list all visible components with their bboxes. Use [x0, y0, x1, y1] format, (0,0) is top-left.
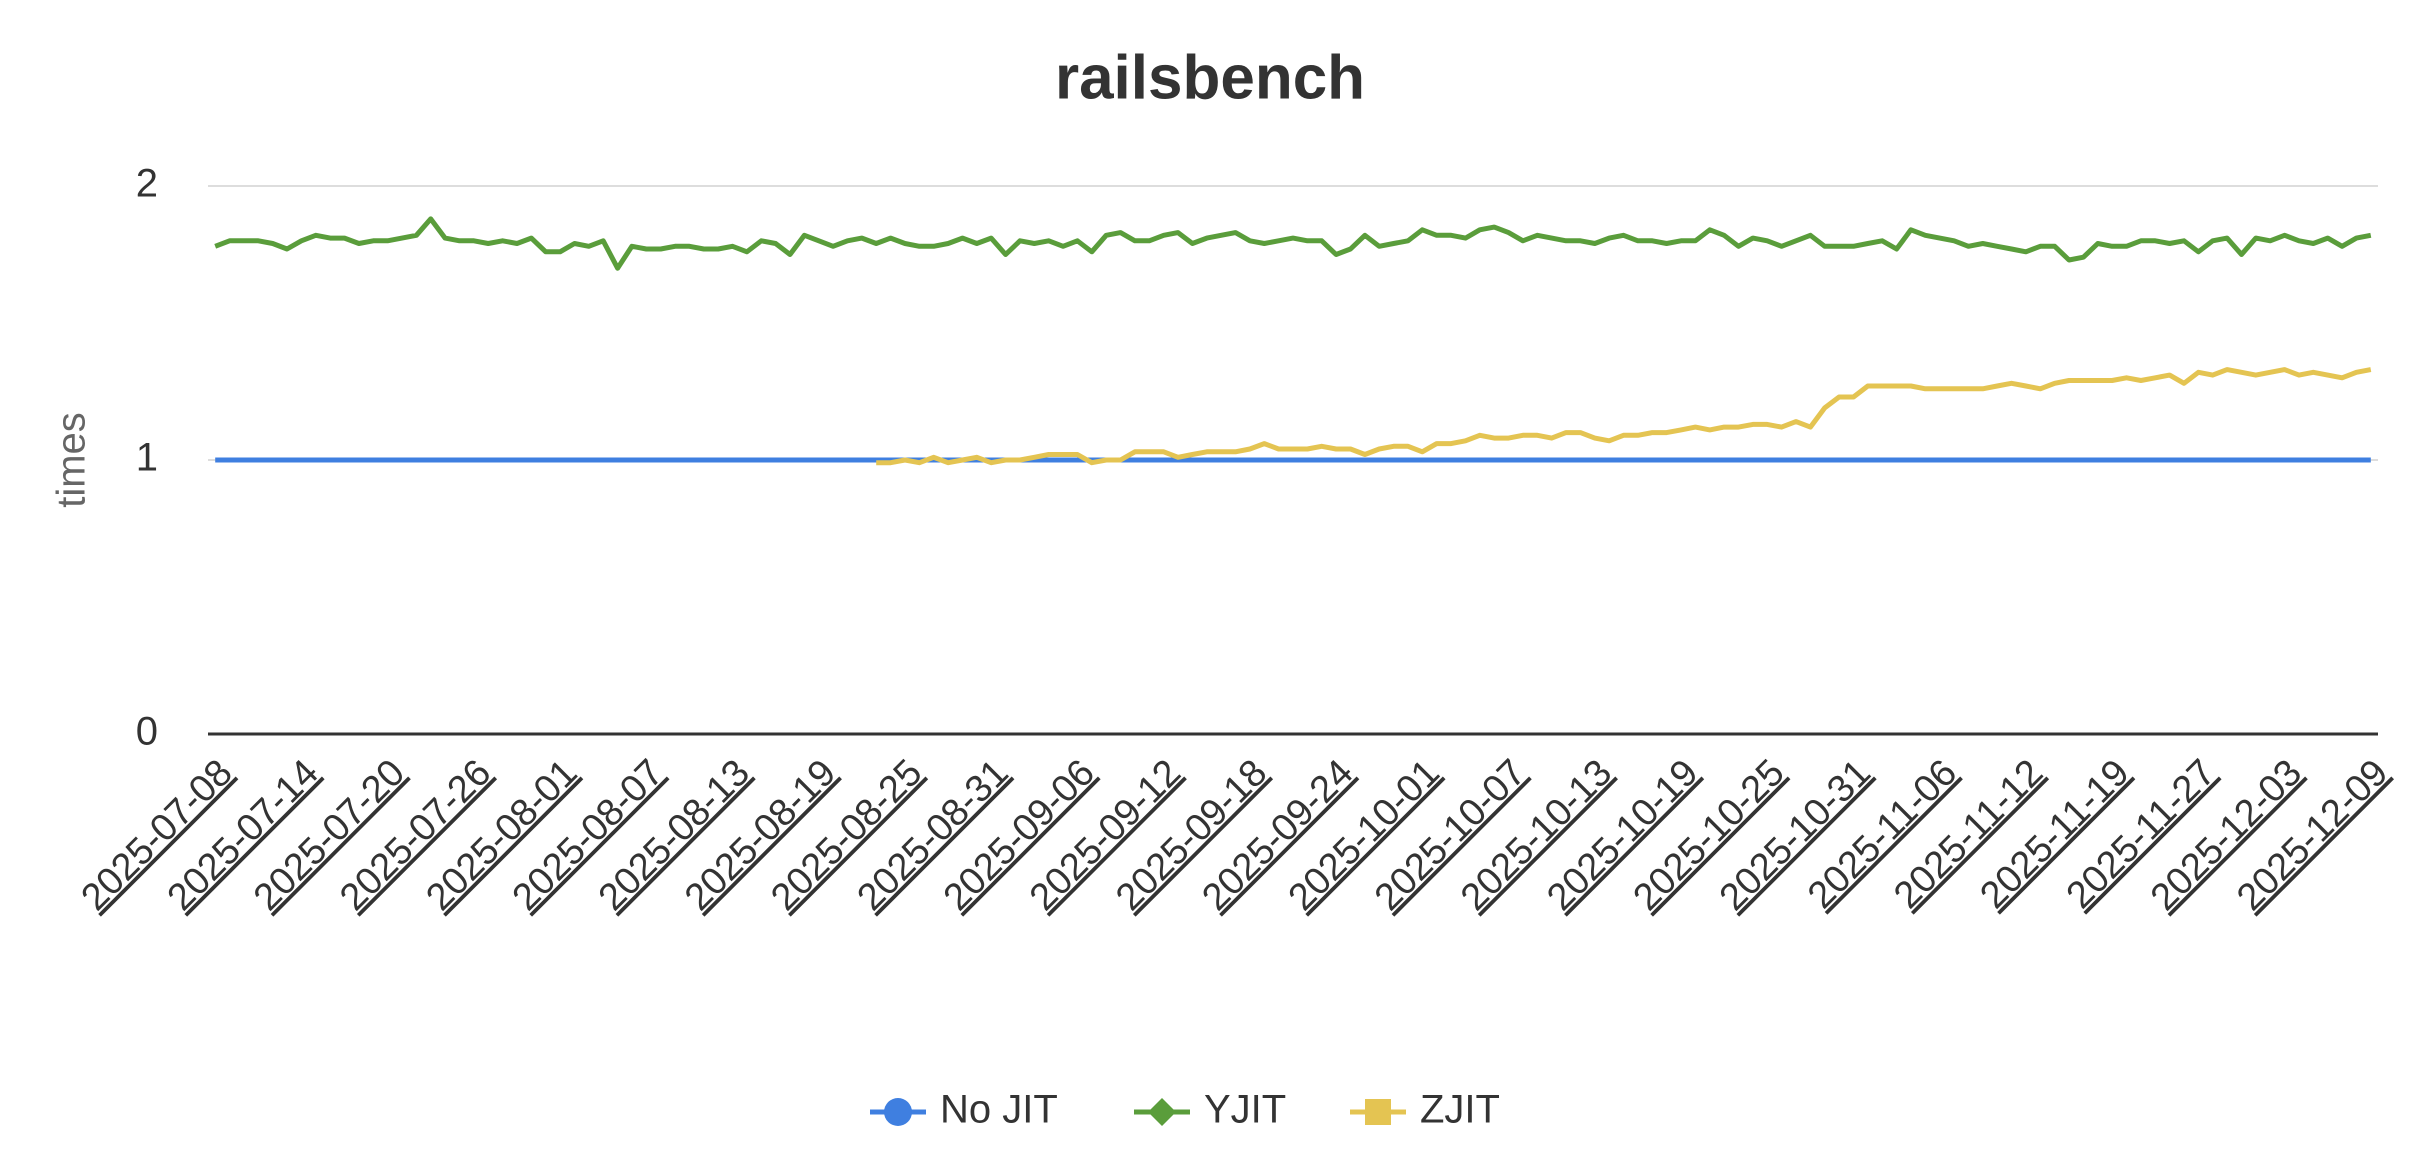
legend-label: YJIT	[1204, 1088, 1286, 1132]
legend-item: YJIT	[1134, 1088, 1286, 1132]
legend-marker	[1148, 1098, 1176, 1126]
y-tick-label: 2	[136, 162, 158, 206]
legend-marker	[1365, 1099, 1391, 1125]
y-axis-label: times	[50, 412, 94, 508]
legend-item: No JIT	[870, 1088, 1058, 1132]
legend-label: ZJIT	[1420, 1088, 1500, 1132]
series-line	[214, 216, 2372, 271]
series-line	[876, 367, 2372, 466]
legend-item: ZJIT	[1350, 1088, 1500, 1132]
legend-label: No JIT	[940, 1088, 1058, 1132]
y-tick-label: 0	[136, 710, 158, 754]
chart-title: railsbench	[1055, 43, 1365, 112]
legend-marker	[884, 1098, 912, 1126]
y-tick-label: 1	[136, 436, 158, 480]
